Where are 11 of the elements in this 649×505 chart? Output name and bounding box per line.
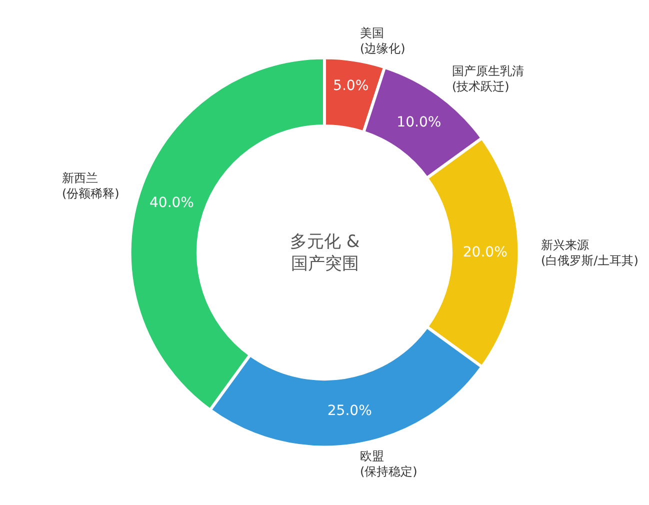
slice-label: 国产原生乳清 (技术跃迁) <box>452 64 524 94</box>
slice-label: 欧盟 (保持稳定) <box>360 449 418 479</box>
data-label: 25.0% <box>327 403 372 420</box>
slice-label: 新兴来源 (白俄罗斯/土耳其) <box>541 238 638 268</box>
slice-label: 新西兰 (份额稀释) <box>62 171 120 201</box>
data-label: 5.0% <box>333 78 369 94</box>
text: 多元化 & 国产突围 <box>290 232 360 274</box>
data-label: 20.0% <box>462 244 508 260</box>
slice-label: 美国 (边缘化) <box>360 26 406 56</box>
data-label: 10.0% <box>396 114 442 131</box>
data-label: 40.0% <box>149 194 194 211</box>
